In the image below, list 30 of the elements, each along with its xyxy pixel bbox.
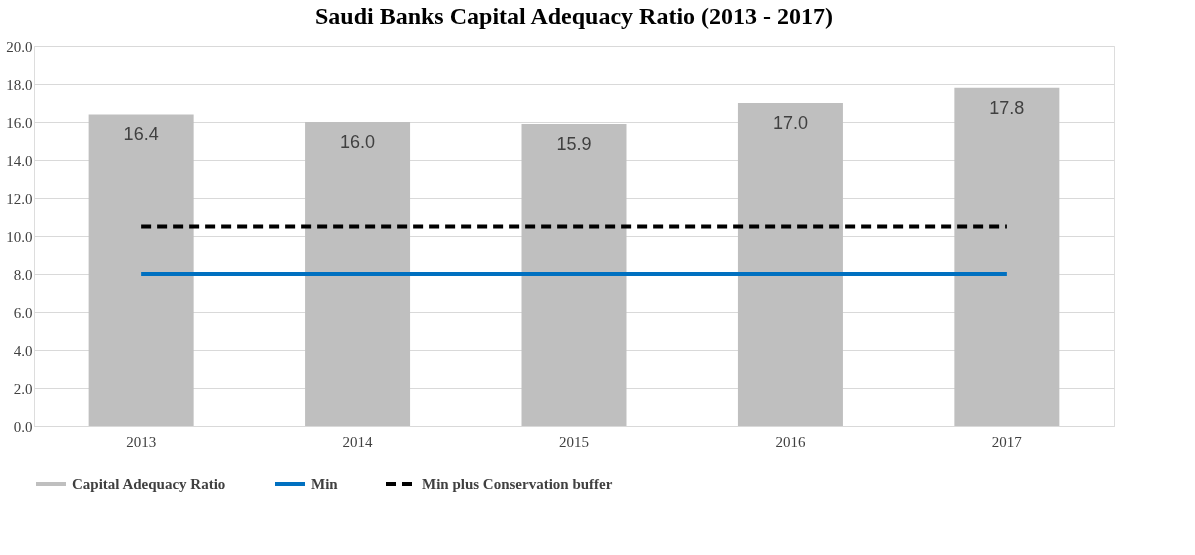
y-tick-label: 20.0 [6, 38, 33, 55]
data-label: 17.0 [772, 113, 808, 133]
y-tick-label: 2.0 [13, 380, 33, 397]
bar [521, 123, 627, 426]
x-tick-label: 2015 [559, 433, 589, 450]
chart-title: Saudi Banks Capital Adequacy Ratio (2013 - 2017) [314, 3, 834, 29]
y-tick-label: 0.0 [13, 418, 33, 435]
x-tick-label: 2017 [991, 433, 1023, 450]
y-tick-label: 8.0 [13, 266, 33, 283]
y-tick-label: 6.0 [13, 304, 33, 321]
y-tick-label: 16.0 [6, 114, 33, 131]
x-tick-label: 2016 [775, 433, 806, 450]
y-tick-label: 14.0 [6, 152, 33, 169]
y-tick-label: 10.0 [6, 228, 33, 245]
y-tick-label: 4.0 [13, 342, 33, 359]
legend-label: Min [311, 476, 339, 492]
bar [88, 114, 194, 426]
x-tick-label: 2014 [342, 433, 374, 450]
x-tick-label: 2013 [126, 433, 157, 450]
legend-label: Min plus Conservation buffer [422, 476, 613, 492]
bar [737, 103, 843, 426]
bar [305, 122, 411, 426]
legend-label: Capital Adequacy Ratio [72, 476, 226, 492]
y-tick-label: 12.0 [6, 190, 33, 207]
y-tick-label: 18.0 [6, 76, 33, 93]
data-label: 17.8 [989, 97, 1025, 118]
bar [954, 87, 1060, 426]
data-label: 15.9 [556, 133, 592, 154]
data-label: 16.4 [123, 124, 159, 145]
data-label: 16.0 [340, 132, 376, 152]
